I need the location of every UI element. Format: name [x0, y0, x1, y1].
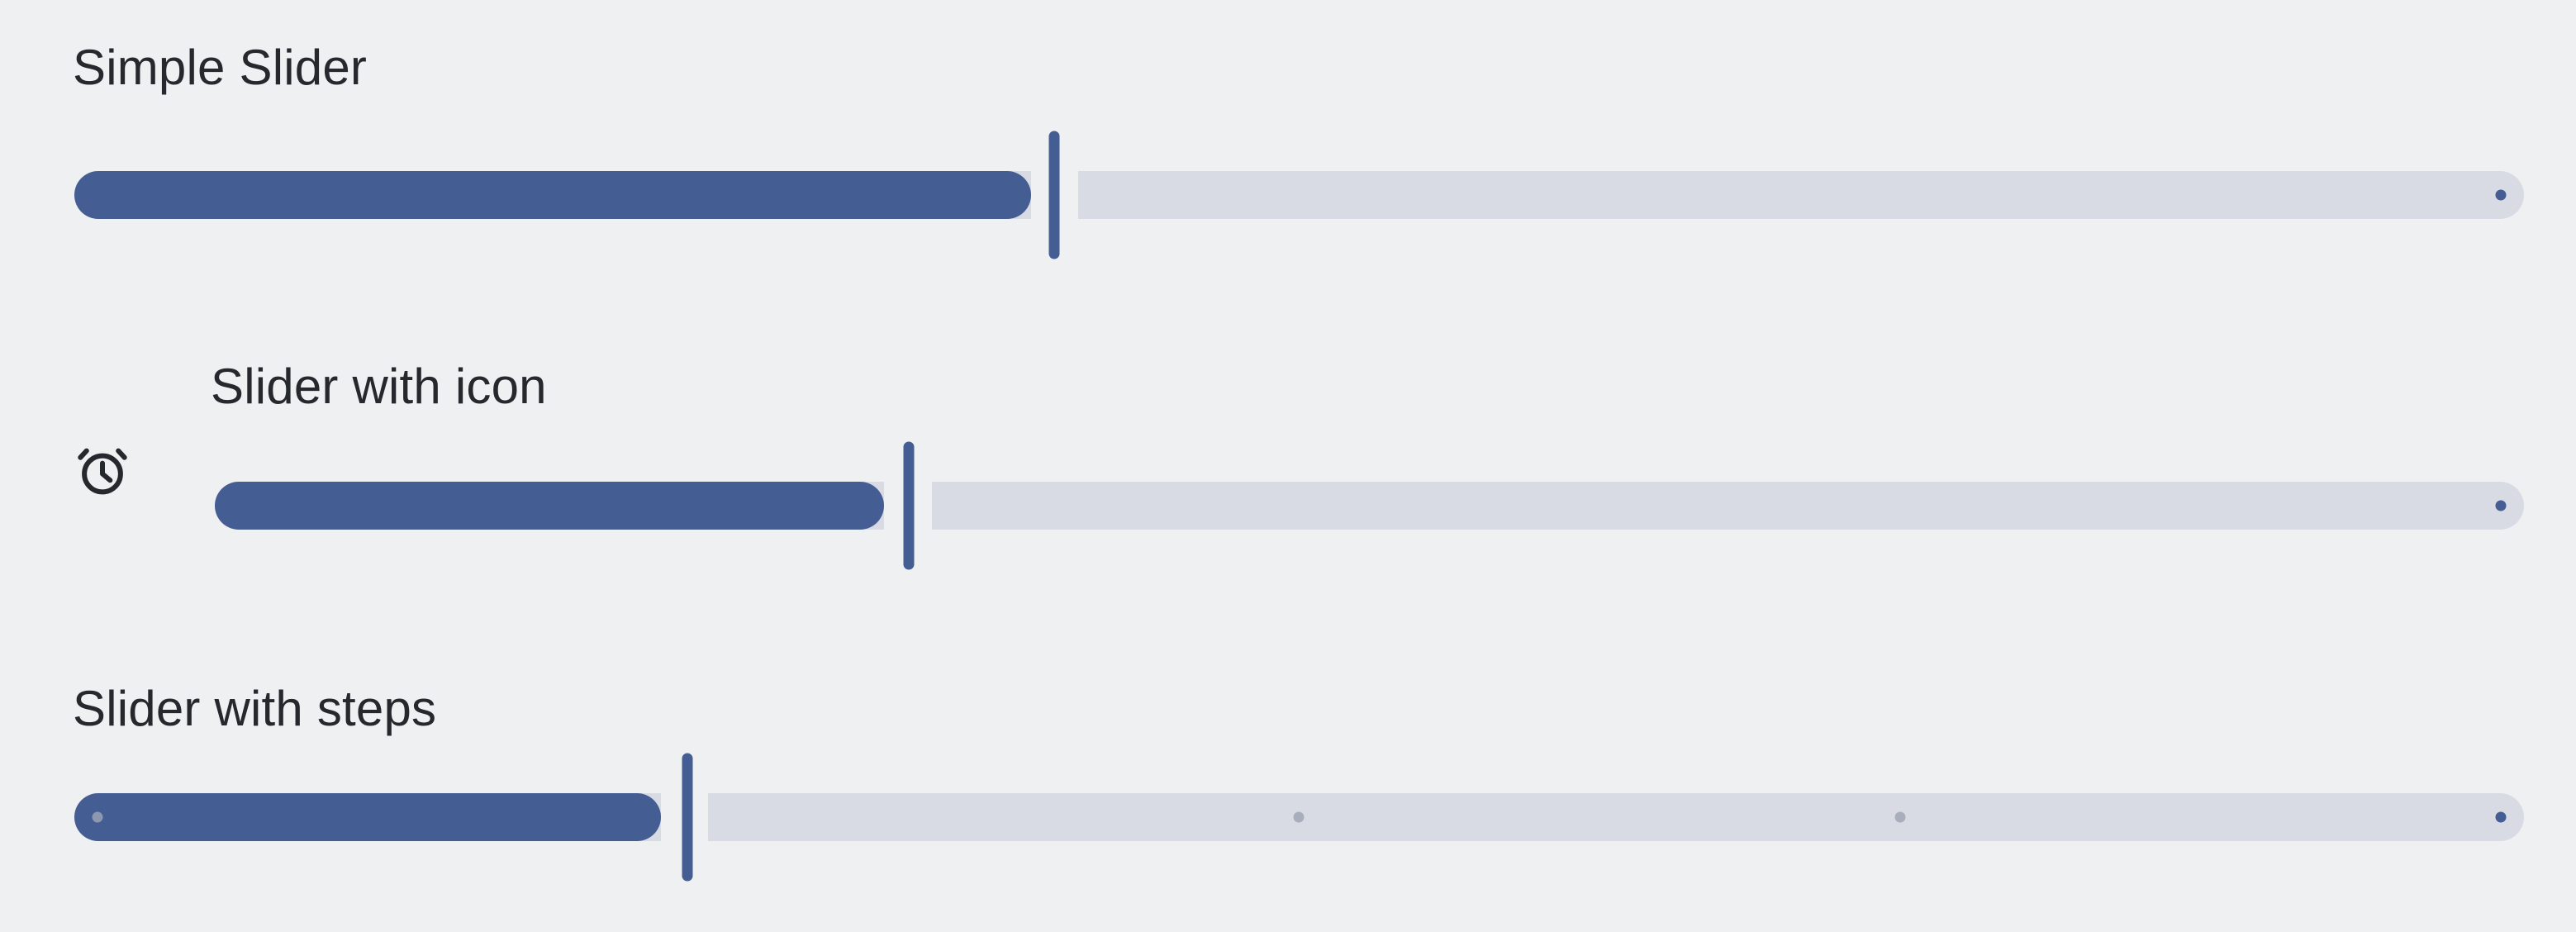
slider-group-simple: Simple Slider — [0, 0, 2576, 273]
slider-group-with-icon: Slider with icon — [0, 312, 2576, 585]
slider-mark-1 — [1293, 811, 1305, 823]
slider-track-filled — [215, 482, 884, 530]
slider-with-steps[interactable] — [74, 753, 2524, 882]
slider-thumb[interactable] — [682, 753, 693, 882]
slider-mark-0 — [92, 811, 103, 823]
slider-mark-end — [2495, 189, 2507, 201]
slider-with-icon[interactable] — [215, 441, 2524, 570]
slider-label-with-icon: Slider with icon — [211, 359, 547, 414]
slider-track-filled — [74, 793, 661, 841]
simple-slider[interactable] — [74, 131, 2524, 259]
slider-group-with-steps: Slider with steps — [0, 626, 2576, 907]
slider-label-simple: Simple Slider — [73, 40, 368, 95]
alarm-clock-icon — [73, 440, 132, 500]
slider-mark-3 — [2495, 811, 2507, 823]
slider-track-filled — [74, 171, 1031, 219]
slider-label-with-steps: Slider with steps — [73, 681, 437, 736]
slider-thumb[interactable] — [1048, 131, 1060, 259]
slider-mark-end — [2495, 500, 2507, 511]
slider-thumb[interactable] — [903, 441, 915, 570]
slider-mark-2 — [1894, 811, 1906, 823]
